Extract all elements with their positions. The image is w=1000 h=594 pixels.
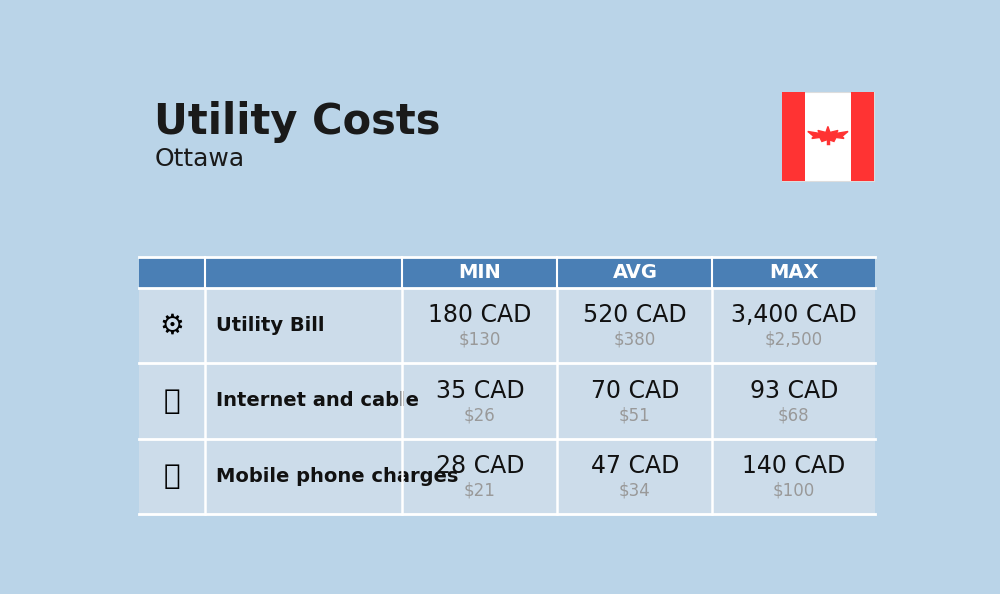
Bar [851, 92, 874, 181]
Text: $68: $68 [778, 406, 810, 425]
Text: $34: $34 [619, 482, 651, 500]
Text: Internet and cable: Internet and cable [216, 391, 419, 410]
Text: 140 CAD: 140 CAD [742, 454, 845, 478]
Text: $100: $100 [773, 482, 815, 500]
Text: 47 CAD: 47 CAD [591, 454, 679, 478]
Text: 📡: 📡 [164, 387, 180, 415]
Text: MAX: MAX [769, 263, 819, 282]
Bar [782, 92, 805, 181]
Bar [139, 438, 875, 514]
Text: Ottawa: Ottawa [154, 147, 245, 170]
Text: ⚙: ⚙ [159, 311, 184, 339]
FancyBboxPatch shape [782, 92, 874, 181]
Text: 93 CAD: 93 CAD [750, 379, 838, 403]
Text: $26: $26 [464, 406, 496, 425]
Text: 📱: 📱 [164, 462, 180, 490]
Text: 3,400 CAD: 3,400 CAD [731, 304, 857, 327]
Text: 70 CAD: 70 CAD [591, 379, 679, 403]
Text: 28 CAD: 28 CAD [436, 454, 524, 478]
Bar [139, 287, 875, 363]
Text: MIN: MIN [459, 263, 501, 282]
Text: Mobile phone charges: Mobile phone charges [216, 467, 459, 486]
Polygon shape [808, 127, 848, 141]
Bar [139, 363, 875, 438]
Text: Utility Bill: Utility Bill [216, 316, 325, 335]
Text: AVG: AVG [612, 263, 657, 282]
Text: $380: $380 [614, 331, 656, 349]
Text: $21: $21 [464, 482, 496, 500]
Text: $2,500: $2,500 [765, 331, 823, 349]
Text: 180 CAD: 180 CAD [428, 304, 532, 327]
Bar [139, 257, 875, 287]
Text: $51: $51 [619, 406, 651, 425]
Text: $130: $130 [459, 331, 501, 349]
Text: 35 CAD: 35 CAD [436, 379, 524, 403]
Text: Utility Costs: Utility Costs [154, 101, 441, 143]
Text: 520 CAD: 520 CAD [583, 304, 687, 327]
